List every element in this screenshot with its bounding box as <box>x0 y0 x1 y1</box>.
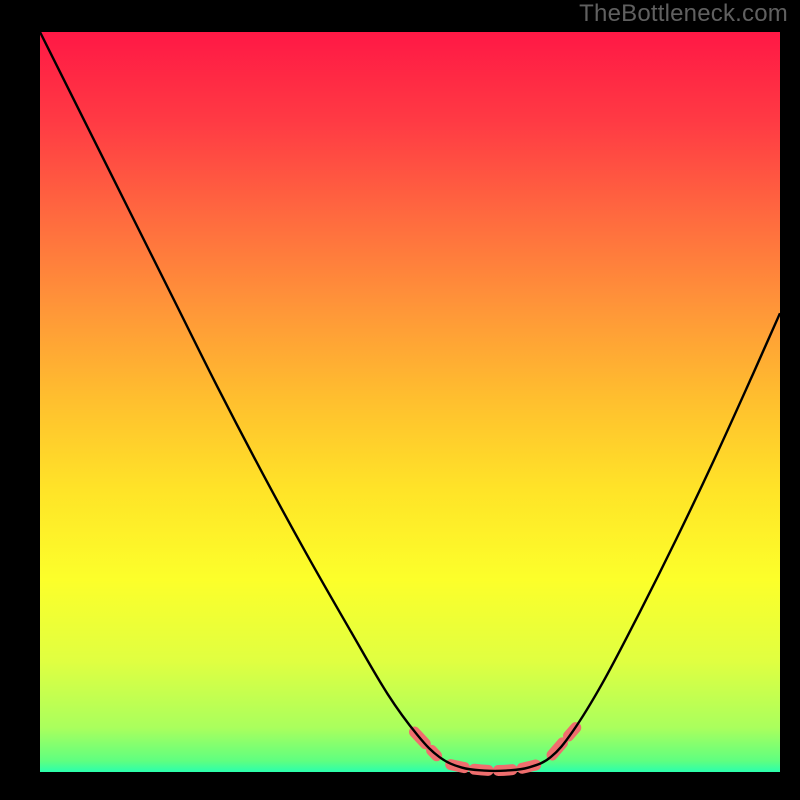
bottleneck-curve <box>40 32 780 771</box>
highlight-group <box>414 728 575 771</box>
watermark-text: TheBottleneck.com <box>579 0 788 28</box>
plot-area <box>40 32 780 772</box>
curve-layer <box>40 32 780 772</box>
